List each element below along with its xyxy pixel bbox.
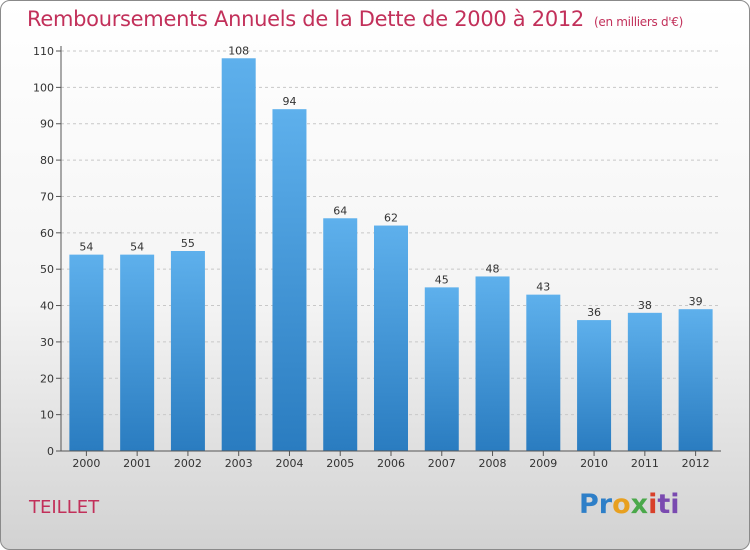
- x-tick-label-2001: 2001: [123, 457, 151, 470]
- value-label-2011: 38: [638, 299, 652, 312]
- y-tick-label: 60: [40, 227, 54, 240]
- y-tick-label: 50: [40, 263, 54, 276]
- bar-2008: [475, 276, 510, 451]
- x-tick-label-2003: 2003: [225, 457, 253, 470]
- y-tick-label: 110: [33, 45, 54, 58]
- x-tick-label-2012: 2012: [682, 457, 710, 470]
- x-tick-label-2000: 2000: [72, 457, 100, 470]
- x-tick-label-2009: 2009: [529, 457, 557, 470]
- bar-2002: [170, 251, 205, 451]
- y-tick-label: 40: [40, 300, 54, 313]
- value-label-2012: 39: [689, 295, 703, 308]
- y-tick-label: 20: [40, 372, 54, 385]
- value-label-2010: 36: [587, 306, 601, 319]
- bar-2011: [627, 312, 662, 451]
- y-tick-label: 80: [40, 154, 54, 167]
- x-tick-label-2002: 2002: [174, 457, 202, 470]
- bar-2000: [69, 254, 104, 451]
- value-label-2002: 55: [181, 237, 195, 250]
- chart-unit: (en milliers d'€): [594, 15, 684, 29]
- x-tick-label-2005: 2005: [326, 457, 354, 470]
- y-tick-label: 30: [40, 336, 54, 349]
- bar-2004: [272, 109, 307, 451]
- bar-2010: [577, 320, 612, 451]
- value-label-2006: 62: [384, 212, 398, 225]
- x-tick-label-2008: 2008: [479, 457, 507, 470]
- y-tick-label: 90: [40, 118, 54, 131]
- x-tick-label-2011: 2011: [631, 457, 659, 470]
- x-tick-label-2010: 2010: [580, 457, 608, 470]
- x-tick-label-2007: 2007: [428, 457, 456, 470]
- proxiti-logo: Proxiti: [579, 489, 680, 520]
- bar-2006: [374, 225, 408, 451]
- bar-2001: [120, 254, 155, 451]
- x-tick-label-2006: 2006: [377, 457, 405, 470]
- x-tick-label-2004: 2004: [275, 457, 303, 470]
- bar-2012: [678, 309, 713, 451]
- value-label-2000: 54: [79, 241, 93, 254]
- bar-2005: [323, 218, 358, 451]
- bar-2009: [526, 294, 561, 451]
- value-label-2005: 64: [333, 204, 347, 217]
- y-tick-label: 10: [40, 409, 54, 422]
- value-label-2001: 54: [130, 241, 144, 254]
- value-label-2008: 48: [486, 262, 500, 275]
- value-label-2004: 94: [282, 95, 296, 108]
- chart-title: Remboursements Annuels de la Dette de 20…: [27, 7, 684, 31]
- y-tick-label: 0: [47, 445, 54, 458]
- value-label-2007: 45: [435, 273, 449, 286]
- y-tick-label: 70: [40, 190, 54, 203]
- y-tick-label: 100: [33, 81, 54, 94]
- town-name: TEILLET: [29, 497, 100, 518]
- value-label-2009: 43: [536, 281, 550, 294]
- bar-2003: [221, 58, 256, 451]
- bar-2007: [424, 287, 459, 451]
- value-label-2003: 108: [228, 44, 249, 57]
